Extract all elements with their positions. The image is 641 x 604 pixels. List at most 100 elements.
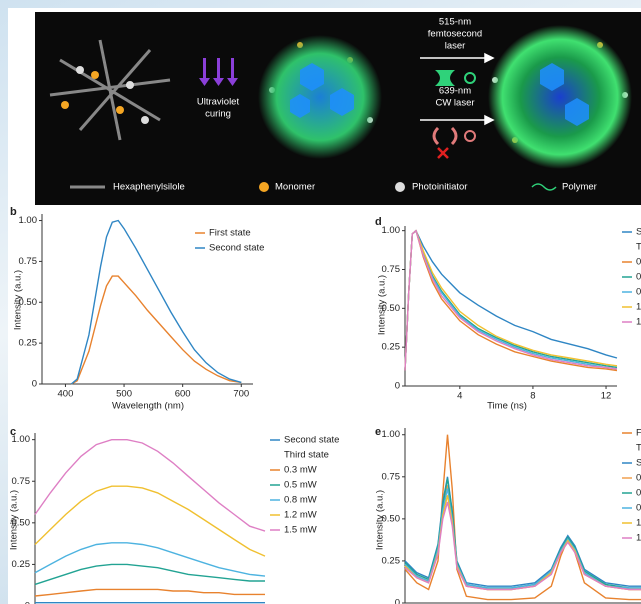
legend-text: 0.3 mW	[636, 473, 641, 484]
legend-header: Third state	[636, 242, 641, 253]
legend-icon	[259, 182, 269, 192]
y-tick-label: 0.25	[382, 342, 401, 353]
x-tick-label: 8	[530, 391, 535, 402]
y-tick-label: 0	[395, 598, 400, 604]
x-tick-label: 600	[175, 389, 191, 400]
legend-text: 1.5 mW	[636, 317, 641, 328]
y-axis-title: Intensity (a.u.)	[13, 270, 24, 330]
legend-icon	[531, 183, 557, 191]
y-tick-label: 0.75	[382, 471, 401, 482]
legend-text: 0.5 mW	[636, 488, 641, 499]
uv-text: Ultraviolet	[197, 97, 240, 108]
laser-text: 515-nm	[439, 17, 471, 28]
series-line	[34, 439, 266, 532]
x-tick-label: 400	[58, 389, 74, 400]
y-tick-label: 0.25	[19, 338, 38, 349]
x-tick-label: 700	[233, 389, 249, 400]
hexagons	[290, 63, 589, 126]
y-axis-title: Intensity (a.u.)	[377, 275, 388, 335]
legend-text: 1.2 mW	[636, 518, 641, 529]
series-line	[70, 219, 242, 385]
series-line	[404, 229, 618, 371]
legend-text: 0.3 mW	[284, 465, 317, 476]
x-tick-label: 12	[601, 391, 612, 402]
series-line	[34, 485, 266, 557]
legend-text: Monomer	[275, 182, 315, 193]
legend-text: Second state	[636, 227, 641, 238]
y-tick-label: 0	[32, 379, 37, 390]
legend-header: Third state	[636, 443, 641, 454]
y-tick-label: 0.50	[12, 517, 31, 528]
y-axis-title: Intensity (a.u.)	[375, 490, 386, 550]
polymer-blob	[488, 25, 632, 169]
y-tick-label: 0.75	[19, 256, 38, 267]
legend-text: 0.5 mW	[636, 272, 641, 283]
x-tick-label: 500	[116, 389, 132, 400]
series-line	[70, 275, 242, 385]
schematic: 515-nm femtosecond laser Ultraviolet cur…	[35, 12, 641, 205]
y-tick-label: 1.00	[382, 225, 401, 236]
legend-text: Second state	[636, 458, 641, 469]
series-line	[34, 563, 265, 586]
chart: e 0 0.25 0.50 0.75 1.00 Intensity (a.u.) First …	[375, 426, 641, 604]
y-tick-label: 1.00	[382, 429, 401, 440]
x-axis-title: Time (ns)	[487, 401, 527, 412]
legend-text: First state	[636, 428, 641, 439]
chart: b 0 0.25 0.50 0.75 1.00 400 500 600 700 Wavelength…	[10, 206, 264, 412]
legend-text: 1.2 mW	[284, 510, 317, 521]
y-tick-label: 0.75	[382, 264, 401, 275]
y-tick-label: 0	[25, 601, 30, 604]
uv-arrows	[199, 58, 238, 86]
legend-text: 0.5 mW	[284, 480, 317, 491]
legend-text: Second state	[284, 435, 339, 446]
cross	[437, 147, 449, 159]
y-axis-title: Intensity (a.u.)	[9, 490, 20, 550]
y-tick-label: 0.50	[19, 297, 38, 308]
y-tick-label: 1.00	[19, 215, 38, 226]
green-ring	[464, 72, 476, 84]
laser-text: femtosecond	[428, 29, 482, 40]
y-tick-label: 0	[395, 381, 400, 392]
y-tick-label: 0.75	[12, 476, 31, 487]
red-ring	[464, 130, 476, 142]
panel-label: e	[375, 426, 381, 438]
series-line	[34, 588, 265, 597]
legend-text: 0.8 mW	[636, 503, 641, 514]
laser-text: 639-nm	[439, 86, 471, 97]
legend-text: Polymer	[562, 182, 597, 193]
legend-text: First state	[209, 228, 251, 239]
legend-text: 1.2 mW	[636, 302, 641, 313]
x-tick-label: 4	[457, 391, 462, 402]
series-line	[34, 542, 266, 577]
y-tick-label: 0.50	[382, 303, 401, 314]
legend-text: 0.3 mW	[636, 257, 641, 268]
chart: d 0 0.25 0.50 0.75 1.00 4 8 12 Time (ns) Intensity…	[375, 216, 641, 412]
legend-text: 0.8 mW	[284, 495, 317, 506]
y-tick-label: 0.25	[382, 555, 401, 566]
laser-text: CW laser	[435, 98, 474, 109]
x-axis-title: Wavelength (nm)	[112, 401, 184, 412]
laser-text: laser	[445, 41, 466, 52]
uv-text: curing	[205, 109, 231, 120]
legend-icon	[395, 182, 405, 192]
legend-text: 0.8 mW	[636, 287, 641, 298]
green-beam	[435, 70, 455, 86]
panel-label: b	[10, 206, 17, 218]
legend-text: 1.5 mW	[636, 533, 641, 544]
legend-text: Hexaphenylsilole	[113, 182, 185, 193]
chart: c 0 0.25 0.50 0.75 1.00 Intensity (a.u.) Second…	[9, 426, 339, 604]
legend-text: 1.5 mW	[284, 525, 317, 536]
legend-header: Third state	[284, 450, 329, 461]
y-tick-label: 1.00	[12, 434, 31, 445]
legend-text: Second state	[209, 243, 264, 254]
y-tick-label: 0.25	[12, 559, 31, 570]
panel-label: d	[375, 216, 382, 228]
series-line	[404, 501, 641, 591]
laser-arrows	[420, 52, 495, 126]
red-beam	[432, 126, 458, 146]
y-tick-label: 0.50	[382, 513, 401, 524]
legend-text: Photoinitiator	[412, 182, 467, 193]
cured-blob	[258, 35, 382, 159]
